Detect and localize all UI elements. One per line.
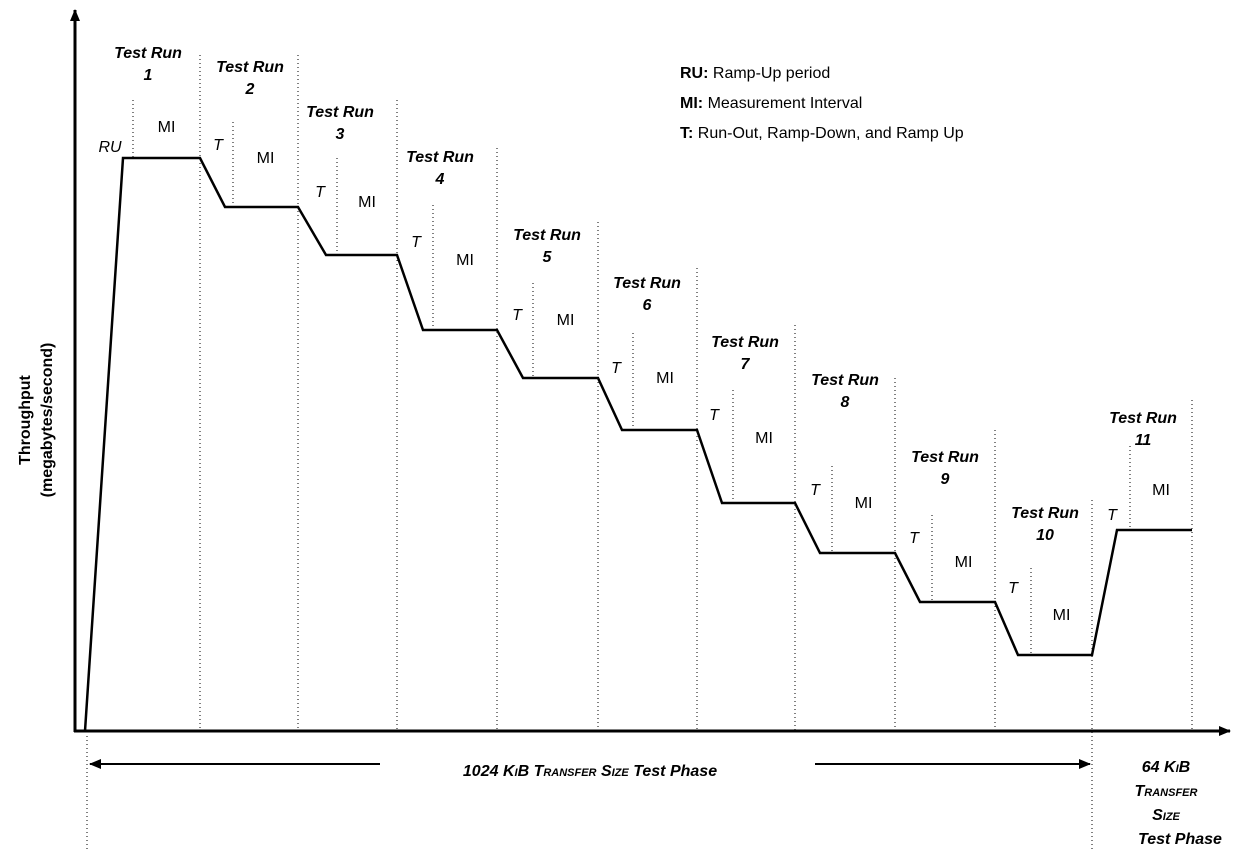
throughput-line	[83, 156, 1192, 732]
interval-label: MI	[557, 312, 575, 329]
run-number: 10	[1036, 527, 1054, 544]
legend-text: Ramp-Up period	[713, 65, 830, 82]
interval-label: MI	[456, 252, 474, 269]
run-number: 6	[643, 297, 652, 314]
interval-label: MI	[158, 119, 176, 136]
run-title: Test Run	[911, 449, 979, 466]
lead-label: T	[810, 482, 821, 499]
interval-label: MI	[257, 150, 275, 167]
run-number: 4	[435, 171, 445, 188]
y-axis-title: Throughput (megabytes/second)	[17, 343, 56, 498]
run-title: Test Run	[216, 59, 284, 76]
run-number: 3	[336, 126, 345, 143]
interval-label: MI	[955, 554, 973, 571]
lead-label: T	[315, 184, 326, 201]
phase-unit: KiB	[1164, 759, 1190, 776]
interval-label: MI	[1053, 607, 1071, 624]
run-title: Test Run	[513, 227, 581, 244]
y-title: Throughput	[17, 374, 34, 464]
phase-unit: Transfer	[1135, 783, 1198, 800]
interval-label: MI	[755, 430, 773, 447]
run-title: Test Run	[711, 334, 779, 351]
lead-label: T	[909, 530, 920, 547]
run-number: 11	[1135, 432, 1152, 449]
run-number: 9	[941, 471, 950, 488]
legend: RU: Ramp-Up period MI: Measurement Inter…	[680, 65, 964, 142]
legend-item: RU: Ramp-Up period	[680, 65, 830, 82]
run-title: Test Run	[306, 104, 374, 121]
run-title: Test Run	[811, 372, 879, 389]
y-subtitle: (megabytes/second)	[39, 343, 56, 498]
lead-label: T	[411, 234, 422, 251]
run-number: 8	[841, 394, 850, 411]
run-title: Test Run	[613, 275, 681, 292]
interval-label: MI	[1152, 482, 1170, 499]
interval-label: MI	[358, 194, 376, 211]
run-number: 5	[543, 249, 553, 266]
run-number: 7	[741, 356, 751, 373]
legend-key: T:	[680, 125, 693, 142]
phase-line: 64 KiB	[1142, 759, 1190, 776]
run-title: Test Run	[1109, 410, 1177, 427]
lead-label: T	[709, 407, 720, 424]
interval-label: MI	[855, 495, 873, 512]
phase-text: Test Phase	[633, 763, 717, 780]
lead-label: T	[1107, 507, 1118, 524]
phase-label: 1024 KiB Transfer Size Test Phase	[463, 763, 717, 780]
run-title: Test Run	[1011, 505, 1079, 522]
legend-item: T: Run-Out, Ramp-Down, and Ramp Up	[680, 125, 964, 142]
run-number: 2	[245, 81, 255, 98]
lead-label: T	[213, 137, 224, 154]
run-number: 1	[144, 67, 153, 84]
legend-text: Run-Out, Ramp-Down, and Ramp Up	[698, 125, 964, 142]
lead-label: RU	[98, 139, 122, 156]
phase-size: 64	[1142, 759, 1160, 776]
phase-unit: KiB Transfer Size	[503, 763, 629, 780]
phase-label: 64 KiB Transfer Size Test Phase	[1135, 759, 1223, 848]
run-title: Test Run	[406, 149, 474, 166]
lead-label: T	[512, 307, 523, 324]
run-title: Test Run	[114, 45, 182, 62]
legend-key: MI:	[680, 95, 703, 112]
lead-label: T	[1008, 580, 1019, 597]
phase-text: Test Phase	[1138, 831, 1222, 848]
lead-label: T	[611, 360, 622, 377]
legend-item: MI: Measurement Interval	[680, 95, 862, 112]
phase-size: 1024	[463, 763, 499, 780]
legend-key: RU:	[680, 65, 708, 82]
interval-label: MI	[656, 370, 674, 387]
phase-unit: Size	[1152, 807, 1180, 824]
legend-text: Measurement Interval	[708, 95, 863, 112]
